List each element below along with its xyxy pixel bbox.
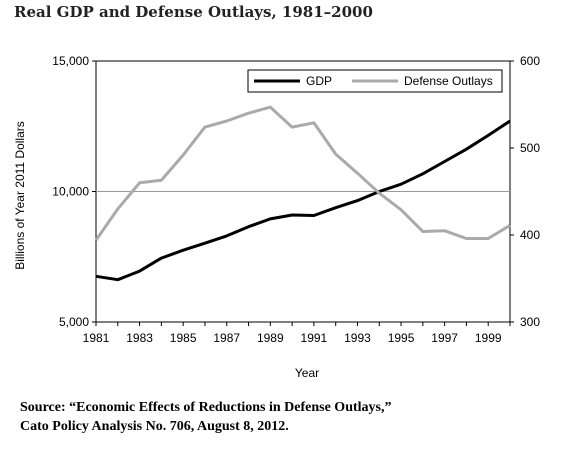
x-axis-title: Year	[295, 366, 319, 380]
x-tick-label: 1995	[388, 331, 415, 345]
source-line-2: Cato Policy Analysis No. 706, August 8, …	[20, 419, 289, 434]
x-tick-label: 1985	[170, 331, 197, 345]
series-gdp-line	[95, 119, 511, 282]
y-left-tick-label: 5,000	[59, 315, 89, 329]
y-right-tick-label: 400	[520, 228, 540, 242]
chart-title: Real GDP and Defense Outlays, 1981–2000	[14, 3, 373, 21]
y-right-tick-label: 600	[520, 54, 540, 68]
y-left-tick-label: 15,000	[52, 54, 89, 68]
x-tick-label: 1983	[126, 331, 153, 345]
x-tick-label: 1989	[257, 331, 284, 345]
x-tick-label: 1999	[475, 331, 502, 345]
source-note: Source: “Economic Effects of Reductions …	[20, 398, 392, 436]
x-tick-label: 1991	[301, 331, 328, 345]
y-right-tick-label: 300	[520, 315, 540, 329]
y-axis-left: 5,000 10,000 15,000	[52, 54, 96, 329]
series-lines	[94, 105, 511, 282]
x-axis: 1981 1983 1985 1987 1989 1991 1993 1995 1997 1999	[83, 322, 511, 345]
legend: GDP Defense Outlays	[247, 69, 503, 93]
chart-area: 1981 1983 1985 1987 1989 1991 1993 1995 1997 1999…	[13, 54, 540, 380]
x-tick-label: 1987	[213, 331, 240, 345]
y-right-tick-label: 500	[520, 141, 540, 155]
legend-label-gdp: GDP	[306, 74, 332, 88]
y-left-tick-label: 10,000	[52, 185, 89, 199]
legend-label-defense-outlays: Defense Outlays	[404, 74, 493, 88]
x-tick-label: 1997	[431, 331, 458, 345]
series-defense-outlays-line	[94, 105, 511, 242]
y-axis-right: 300 400 500 600	[510, 54, 540, 329]
source-line-1: Source: “Economic Effects of Reductions …	[20, 400, 392, 415]
y-axis-title: Billions of Year 2011 Dollars	[13, 121, 27, 270]
x-tick-label: 1993	[344, 331, 371, 345]
x-tick-label: 1981	[83, 331, 110, 345]
